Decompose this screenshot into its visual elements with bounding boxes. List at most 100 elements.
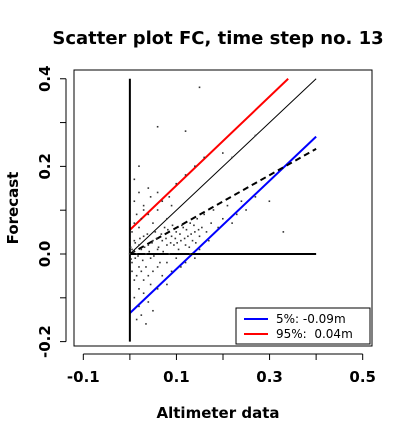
- data-point: [173, 244, 175, 246]
- y-tick-label: 0.2: [36, 153, 54, 180]
- y-axis-label: Forecast: [4, 172, 22, 245]
- data-point: [194, 231, 196, 233]
- x-axis: -0.1 0.1 0.3 0.5: [67, 353, 376, 386]
- x-axis-label: Altimeter data: [157, 404, 280, 422]
- legend-label-95pct: 95%: 0.04m: [276, 327, 353, 341]
- y-tick-label: 0.4: [36, 65, 54, 92]
- reference-line-0: [129, 135, 317, 314]
- data-point: [156, 288, 159, 290]
- data-point: [254, 134, 257, 137]
- data-point: [140, 248, 143, 251]
- data-point: [226, 204, 229, 207]
- x-tick-label: -0.1: [67, 368, 100, 386]
- data-point: [161, 274, 164, 277]
- data-point: [222, 152, 224, 154]
- data-point: [176, 242, 178, 244]
- data-point: [131, 261, 133, 264]
- data-point: [133, 200, 136, 203]
- data-point: [180, 266, 182, 268]
- data-point: [142, 209, 145, 211]
- data-point: [168, 196, 171, 198]
- data-point: [231, 222, 233, 224]
- data-point: [198, 86, 201, 89]
- data-point: [134, 257, 137, 259]
- data-point: [210, 222, 212, 224]
- data-point: [138, 288, 140, 290]
- data-point: [149, 283, 152, 286]
- data-point: [217, 226, 219, 229]
- data-point: [152, 239, 154, 242]
- data-point: [135, 253, 138, 255]
- data-point: [183, 237, 186, 240]
- data-point: [160, 233, 163, 235]
- y-axis: -0.2 0.0 0.2 0.4: [36, 65, 67, 358]
- data-point: [189, 222, 192, 224]
- data-point: [169, 242, 172, 244]
- data-point: [142, 279, 145, 281]
- data-point: [245, 209, 247, 211]
- data-point: [138, 226, 140, 229]
- legend-label-5pct: 5%: -0.09m: [276, 312, 346, 326]
- data-point: [138, 305, 140, 308]
- data-point: [189, 253, 192, 255]
- data-point: [135, 274, 138, 277]
- legend: 5%: -0.09m 95%: 0.04m: [235, 307, 371, 345]
- y-tick-label: 0.0: [36, 241, 54, 268]
- data-point: [156, 266, 159, 268]
- data-point: [133, 178, 136, 181]
- data-point: [133, 239, 136, 242]
- data-point: [162, 250, 164, 253]
- data-point: [203, 156, 205, 159]
- data-point: [194, 165, 196, 167]
- data-point: [191, 239, 194, 242]
- data-point: [198, 248, 201, 251]
- data-point: [184, 174, 187, 176]
- legend-box: [235, 307, 371, 345]
- reference-line-3: [129, 147, 317, 255]
- data-point: [133, 279, 136, 281]
- data-point: [133, 222, 136, 224]
- data-point: [156, 209, 159, 211]
- data-point: [231, 156, 233, 159]
- data-point: [152, 270, 154, 273]
- data-point: [147, 274, 150, 277]
- reference-line-2: [129, 78, 317, 255]
- plot-frame: [73, 69, 373, 347]
- data-point: [203, 213, 205, 216]
- data-point: [145, 266, 147, 268]
- data-point: [140, 314, 143, 316]
- data-point: [184, 261, 187, 264]
- data-point: [175, 257, 178, 259]
- data-point: [157, 246, 160, 249]
- data-point: [161, 239, 164, 242]
- data-point: [268, 200, 271, 203]
- data-point: [163, 226, 166, 229]
- x-tick-label: 0.3: [256, 368, 283, 386]
- data-point: [135, 213, 138, 216]
- data-point: [190, 233, 192, 235]
- data-point: [128, 253, 131, 255]
- data-point: [147, 213, 150, 216]
- data-point: [148, 250, 151, 253]
- x-tick-label: 0.5: [349, 368, 376, 386]
- data-point: [152, 309, 154, 312]
- data-point: [156, 191, 159, 194]
- data-point: [141, 259, 144, 262]
- data-point: [184, 244, 187, 246]
- data-point: [133, 296, 136, 299]
- reference-lines: [128, 78, 317, 342]
- data-point: [149, 257, 152, 259]
- data-point: [138, 266, 140, 268]
- data-point: [138, 191, 140, 194]
- data-point: [140, 270, 143, 273]
- data-point: [166, 244, 168, 246]
- data-point: [129, 246, 132, 249]
- y-tick-label: -0.2: [36, 325, 54, 358]
- data-point: [130, 258, 132, 260]
- data-point: [146, 233, 149, 235]
- data-point: [147, 187, 150, 189]
- data-point: [175, 182, 178, 185]
- data-point: [165, 237, 167, 240]
- x-tick-label: 0.1: [163, 368, 190, 386]
